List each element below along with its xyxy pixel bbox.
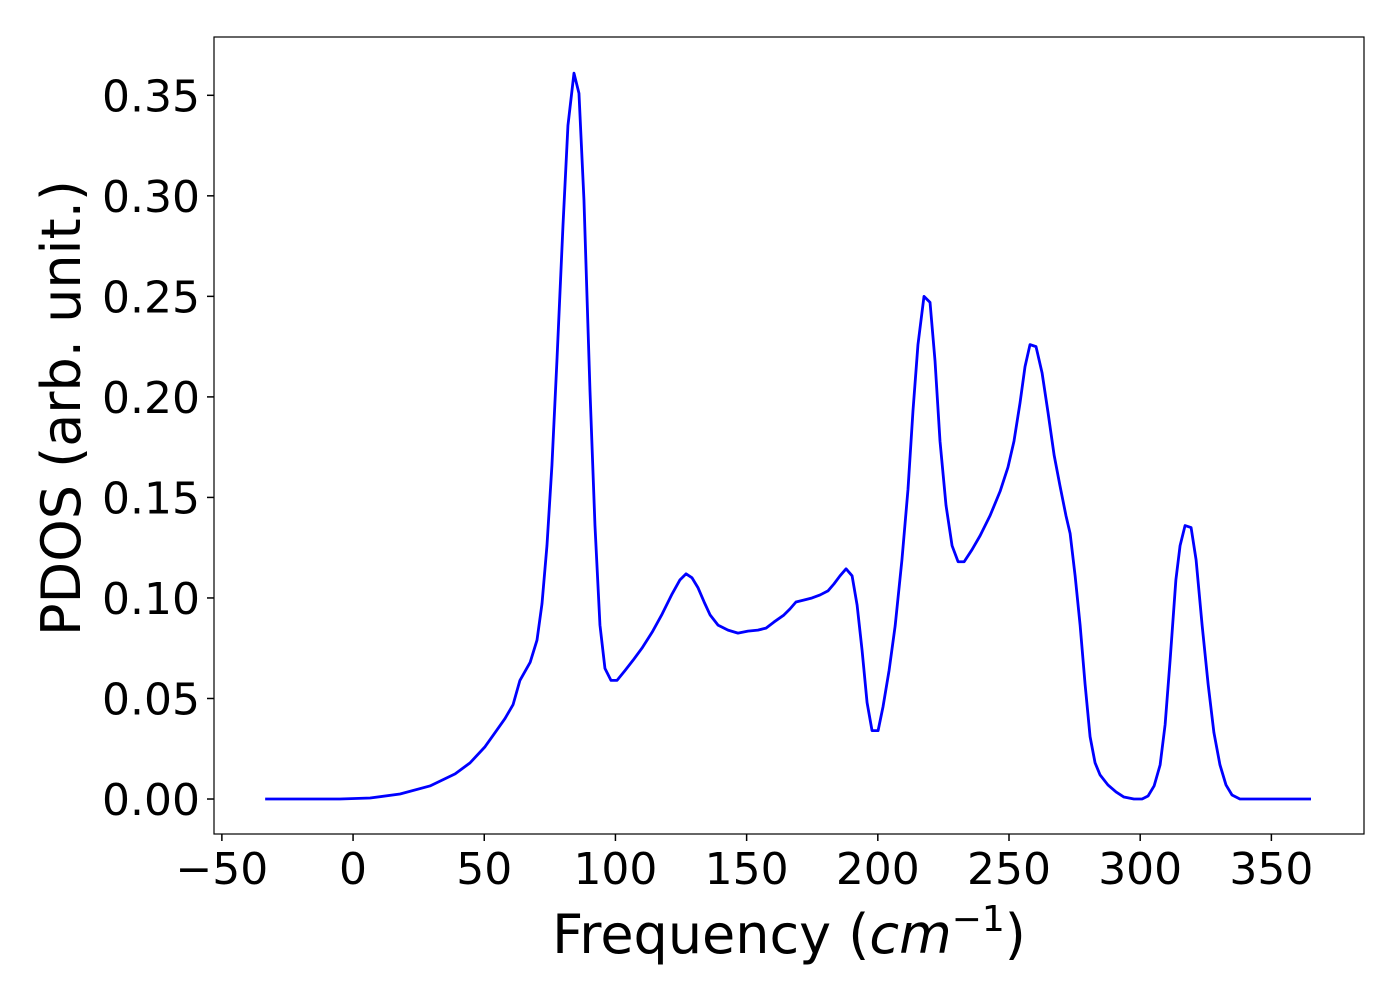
plot-frame	[213, 36, 1365, 835]
y-tick-label: 0.25	[102, 272, 200, 323]
x-tick-label: 0	[339, 844, 367, 895]
x-axis-label-unit: cm	[869, 903, 951, 966]
x-tick-label: 300	[1098, 844, 1182, 895]
x-tick-label: 350	[1229, 844, 1313, 895]
x-tick-label: −50	[175, 844, 268, 895]
x-tick-label: 250	[967, 844, 1051, 895]
y-tick-label: 0.35	[102, 71, 200, 122]
x-tick-label: 50	[456, 844, 512, 895]
x-axis-label-close: )	[1005, 903, 1026, 966]
x-axis-label-text: Frequency (	[552, 903, 869, 966]
y-tick-label: 0.00	[102, 775, 200, 826]
x-axis-label: Frequency (cm−1)	[552, 899, 1026, 966]
y-tick-label: 0.15	[102, 473, 200, 524]
x-tick-label: 150	[705, 844, 789, 895]
y-tick-label: 0.05	[102, 674, 200, 725]
x-axis-label-exponent: −1	[952, 899, 1005, 940]
data-line	[265, 71, 1311, 801]
y-tick-label: 0.10	[102, 574, 200, 625]
x-tick-label: 200	[836, 844, 920, 895]
y-axis-label: PDOS (arb. unit.)	[30, 180, 93, 636]
y-tick-label: 0.30	[102, 172, 200, 223]
x-tick-label: 100	[573, 844, 657, 895]
y-tick-label: 0.20	[102, 373, 200, 424]
